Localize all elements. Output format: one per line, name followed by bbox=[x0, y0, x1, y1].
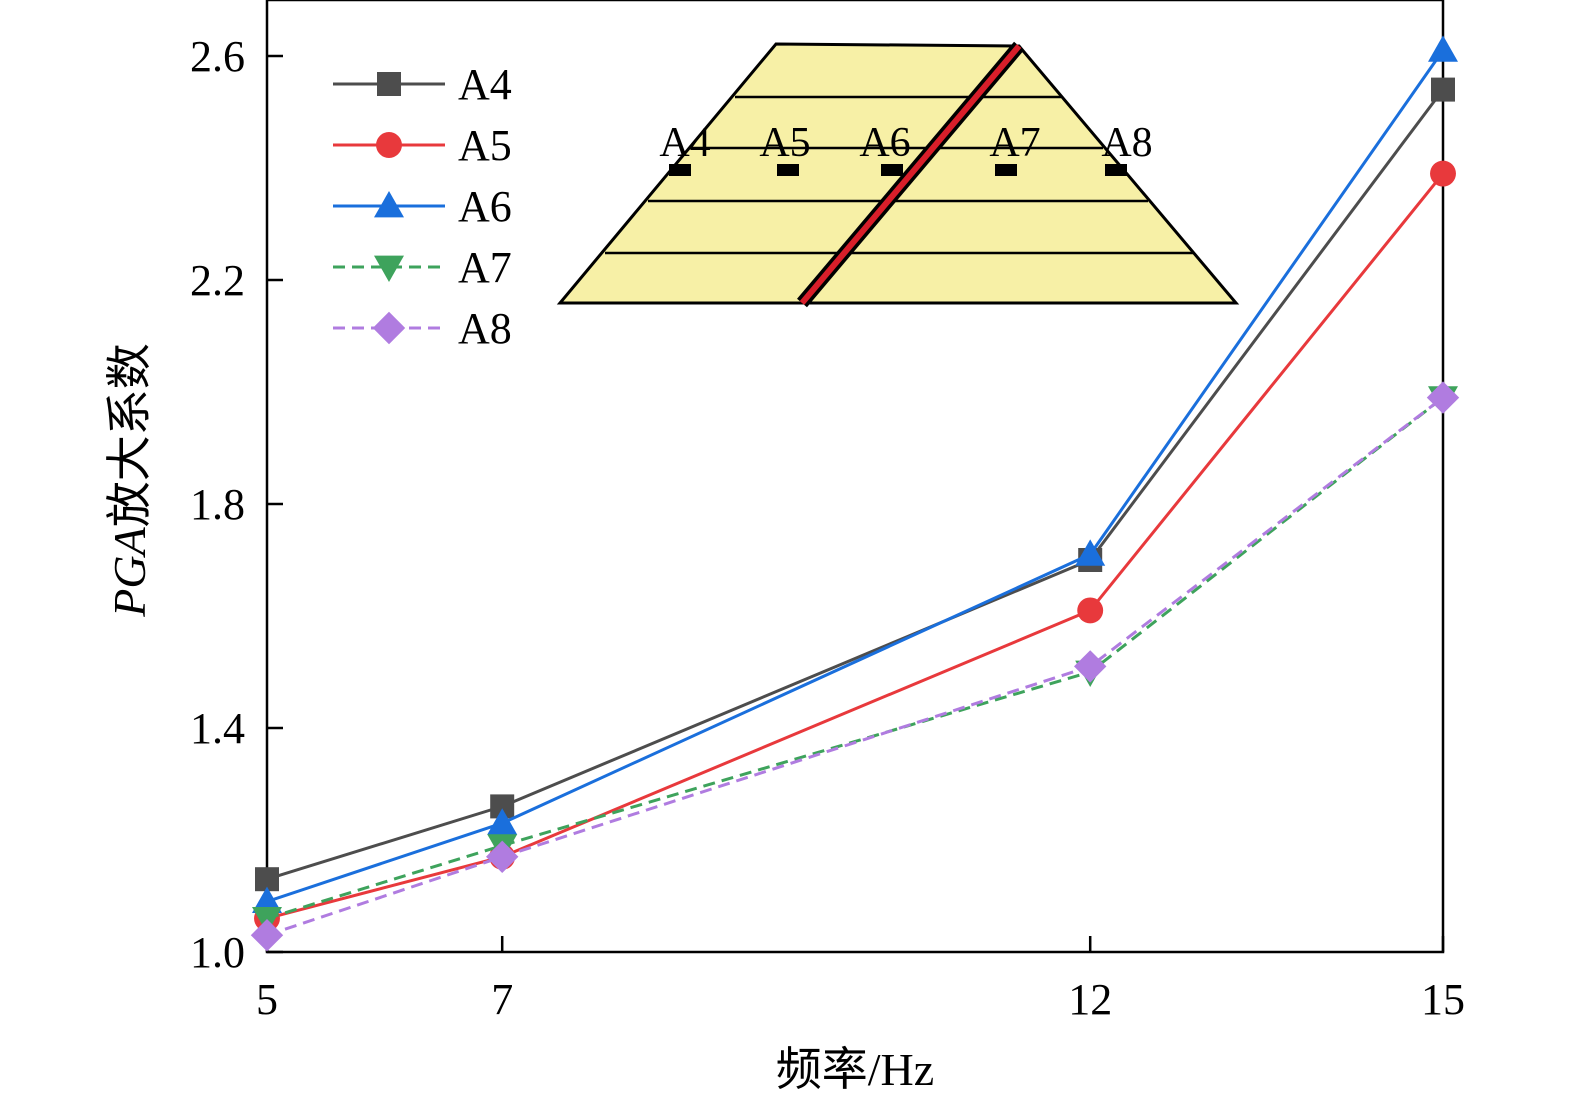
data-point bbox=[487, 808, 518, 835]
data-point bbox=[1426, 381, 1460, 414]
data-point bbox=[1074, 650, 1107, 683]
legend-item-a5: A5 bbox=[333, 121, 512, 170]
sensor-points: A4 A5 A6 A7 A8 bbox=[659, 120, 1153, 176]
plot-frame bbox=[265, 0, 1445, 954]
y-tick-label: 1.0 bbox=[190, 928, 245, 977]
series-line bbox=[266, 396, 1444, 920]
legend-label: A6 bbox=[458, 182, 512, 231]
sensor-label: A5 bbox=[759, 120, 810, 166]
data-point bbox=[486, 840, 519, 873]
y-axis-title: PGA放大系数 bbox=[104, 343, 155, 617]
legend-marker bbox=[372, 311, 406, 345]
legend-marker bbox=[376, 132, 402, 158]
series-line bbox=[266, 396, 1444, 937]
data-point bbox=[1428, 35, 1458, 62]
x-tick-label: 7 bbox=[491, 975, 513, 1024]
fault-line bbox=[799, 44, 1022, 305]
sensor-label: A4 bbox=[659, 120, 710, 166]
legend-item-a4: A4 bbox=[333, 60, 512, 109]
y-tick-label: 2.2 bbox=[190, 256, 245, 305]
y-tick-label: 2.6 bbox=[190, 32, 245, 81]
axes: 5 7 12 15 1.0 1.4 1.8 2.2 2.6 bbox=[190, 32, 1465, 1024]
sensor-label: A7 bbox=[989, 120, 1040, 166]
data-point bbox=[1077, 597, 1104, 624]
sensor-point bbox=[995, 164, 1017, 176]
sensor-label: A6 bbox=[859, 120, 910, 166]
y-axis-title-rest: 放大系数 bbox=[104, 343, 155, 527]
data-point bbox=[250, 919, 284, 952]
data-point bbox=[1430, 160, 1456, 187]
legend-item-a7: A7 bbox=[333, 243, 512, 292]
legend-item-a6: A6 bbox=[333, 182, 512, 231]
series-line bbox=[266, 88, 1445, 881]
legend-label: A8 bbox=[458, 304, 512, 353]
legend-marker bbox=[374, 191, 404, 218]
x-axis-title: 频率/Hz bbox=[776, 1044, 934, 1095]
y-tick-label: 1.4 bbox=[190, 704, 245, 753]
series-line bbox=[266, 49, 1445, 904]
legend: A4 A5 A6 A7 A8 bbox=[333, 60, 512, 353]
series-layer bbox=[250, 35, 1460, 952]
series-line bbox=[266, 172, 1445, 920]
data-point bbox=[1075, 539, 1106, 566]
legend-item-a8: A8 bbox=[333, 304, 512, 353]
sensor-point bbox=[777, 164, 799, 176]
legend-label: A7 bbox=[458, 243, 512, 292]
data-point bbox=[252, 886, 282, 913]
sensor-point bbox=[669, 164, 691, 176]
x-tick-label: 5 bbox=[256, 975, 278, 1024]
sensor-point bbox=[1105, 164, 1127, 176]
x-tick-label: 12 bbox=[1068, 975, 1112, 1024]
slope-model-inset: A4 A5 A6 A7 A8 bbox=[556, 41, 1240, 308]
series-a6 bbox=[252, 35, 1458, 913]
legend-label: A5 bbox=[458, 121, 512, 170]
sensor-label: A8 bbox=[1101, 120, 1152, 166]
legend-marker bbox=[377, 72, 401, 96]
series-a8 bbox=[250, 381, 1460, 952]
legend-label: A4 bbox=[458, 60, 512, 109]
legend-marker bbox=[374, 255, 404, 282]
x-tick-label: 15 bbox=[1421, 975, 1465, 1024]
data-point bbox=[1431, 77, 1455, 102]
sensor-point bbox=[881, 164, 903, 176]
y-tick-label: 1.8 bbox=[190, 480, 245, 529]
y-axis-title-italic: PGA bbox=[104, 526, 155, 617]
